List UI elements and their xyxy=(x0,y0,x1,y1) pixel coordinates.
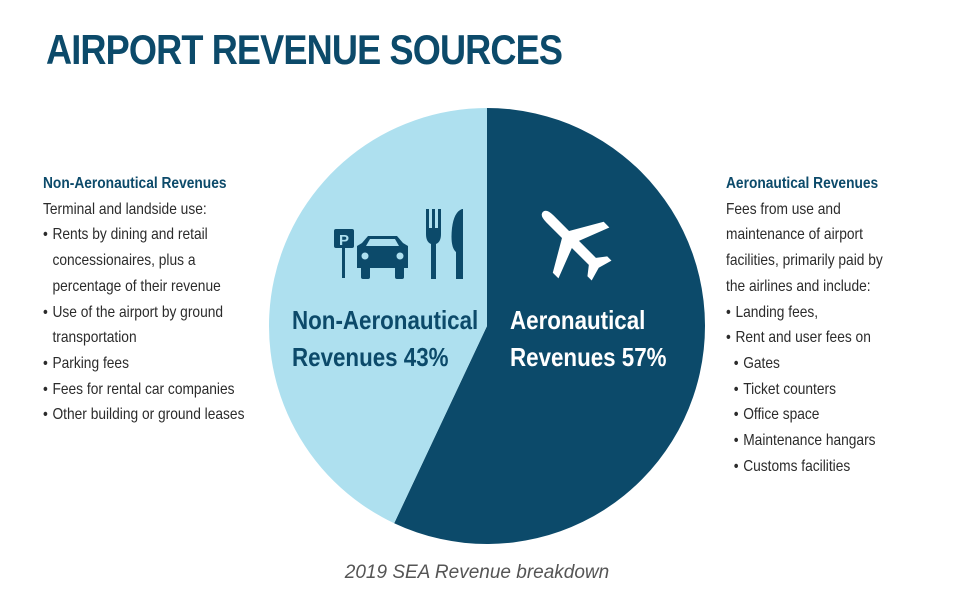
aeronautical-panel: Aeronautical Revenues Fees from use and … xyxy=(726,171,883,479)
non-aeronautical-heading: Non-Aeronautical Revenues xyxy=(43,175,227,192)
list-item-line: Office space xyxy=(743,406,820,424)
aeronautical-intro-line: Fees from use and xyxy=(726,200,841,218)
parking-sign-icon: P xyxy=(334,229,354,278)
aeronautical-intro-line: the airlines and include: xyxy=(726,277,871,295)
list-item-line: Ticket counters xyxy=(743,380,836,398)
sub-list-item: Maintenance hangars xyxy=(726,428,883,454)
list-item: Rents by dining and retail concessionair… xyxy=(43,222,244,299)
non-aeronautical-list: Rents by dining and retail concessionair… xyxy=(43,222,244,428)
list-item-line: concessionaires, plus a xyxy=(52,252,196,270)
list-item-line: Landing fees, xyxy=(735,303,819,321)
page-title: AIRPORT REVENUE SOURCES xyxy=(46,26,563,73)
sub-list-item: Office space xyxy=(726,402,883,428)
car-icon xyxy=(357,236,408,279)
data-label-non-aeronautical-revenues: Non-Aeronautical xyxy=(292,306,478,335)
list-item-line: Parking fees xyxy=(52,354,129,372)
aeronautical-heading: Aeronautical Revenues xyxy=(726,175,879,192)
list-item-line: transportation xyxy=(52,329,137,347)
data-label-aeronautical-revenues: Aeronautical xyxy=(510,306,645,335)
pie-slice-aeronautical-revenues xyxy=(394,108,705,544)
airplane-icon xyxy=(541,210,612,281)
list-item: Landing fees, xyxy=(726,300,883,326)
list-item-line: Fees for rental car companies xyxy=(52,380,235,398)
chart-caption: 2019 SEA Revenue breakdown xyxy=(344,562,610,583)
list-item: Parking fees xyxy=(43,351,244,377)
list-item: Other building or ground leases xyxy=(43,402,244,428)
data-label-non-aeronautical-revenues: Revenues 43% xyxy=(292,343,449,372)
sub-list-item: Gates xyxy=(726,351,883,377)
list-item: Fees for rental car companies xyxy=(43,377,244,403)
aeronautical-intro-line: maintenance of airport xyxy=(726,226,863,244)
non-aeronautical-intro: Terminal and landside use: xyxy=(43,200,207,218)
non-aeronautical-panel: Non-Aeronautical Revenues Terminal and l… xyxy=(43,171,244,428)
list-item-line: Use of the airport by ground xyxy=(52,303,224,321)
list-item-line: Gates xyxy=(743,354,780,372)
aeronautical-list: Landing fees, Rent and user fees on Gate… xyxy=(726,300,883,480)
list-item-line: Maintenance hangars xyxy=(743,432,876,450)
list-item: Rent and user fees on xyxy=(726,325,883,351)
list-item-line: Other building or ground leases xyxy=(52,406,245,424)
svg-text:P: P xyxy=(339,232,349,249)
list-item-line: Rent and user fees on xyxy=(735,329,871,347)
data-label-aeronautical-revenues: Revenues 57% xyxy=(510,343,667,372)
list-item-line: Rents by dining and retail xyxy=(52,226,208,244)
knife-icon xyxy=(451,209,463,279)
fork-icon xyxy=(426,209,441,279)
sub-list-item: Customs facilities xyxy=(726,454,883,480)
list-item: Use of the airport by ground transportat… xyxy=(43,300,244,351)
aeronautical-intro-line: facilities, primarily paid by xyxy=(726,252,883,270)
sub-list-item: Ticket counters xyxy=(726,377,883,403)
list-item-line: Customs facilities xyxy=(743,457,851,475)
list-item-line: percentage of their revenue xyxy=(52,277,221,295)
